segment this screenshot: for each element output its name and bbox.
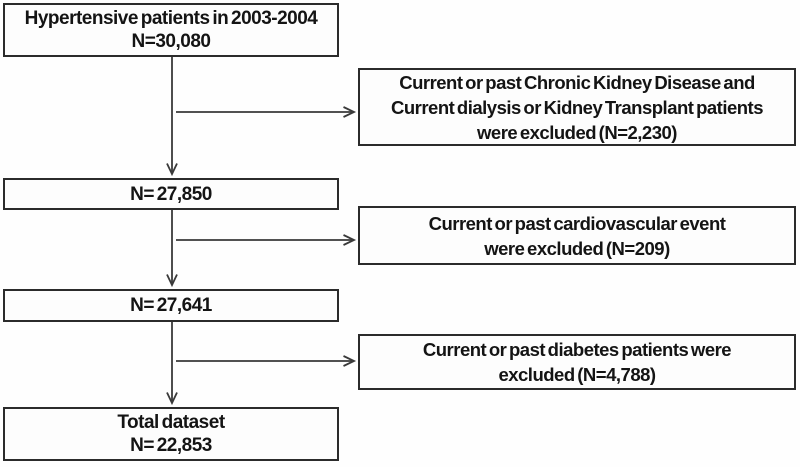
flow-box-count: N= 27,641 [130,295,212,316]
flow-box-text-line: Current or past Chronic Kidney Disease a… [399,71,755,93]
flow-box-diabetes-exclusion: Current or past diabetes patients were e… [358,334,796,390]
flow-box-count: N= 27,850 [130,183,212,205]
flow-box-count: were excluded (N=2,230) [477,121,677,143]
flow-box-text-line: Current dialysis or Kidney Transplant pa… [390,96,764,118]
flow-box-count: N= 22,853 [130,435,212,456]
flow-box-count: excluded (N=4,788) [498,364,656,385]
flow-box-after-ckd-exclusion: N= 27,850 [3,178,339,210]
flow-box-total-dataset: Total dataset N= 22,853 [3,407,339,461]
flow-box-text-line: Current or past diabetes patients were [422,339,732,360]
flow-box-cardiovascular-exclusion: Current or past cardiovascular event wer… [358,206,796,265]
flow-box-hypertensive-patients: Hypertensive patients in 2003-2004 N=30,… [3,3,339,57]
flow-box-after-cvd-exclusion: N= 27,641 [3,289,339,322]
flow-box-ckd-exclusion: Current or past Chronic Kidney Disease a… [358,68,796,146]
flow-box-text-line: Current or past cardiovascular event [428,212,726,234]
flow-box-text-line: Total dataset [117,412,225,433]
flow-box-text-line: Hypertensive patients in 2003-2004 [24,8,318,29]
flow-box-count: were excluded (N=209) [484,237,670,259]
flow-box-count: N=30,080 [131,31,211,52]
